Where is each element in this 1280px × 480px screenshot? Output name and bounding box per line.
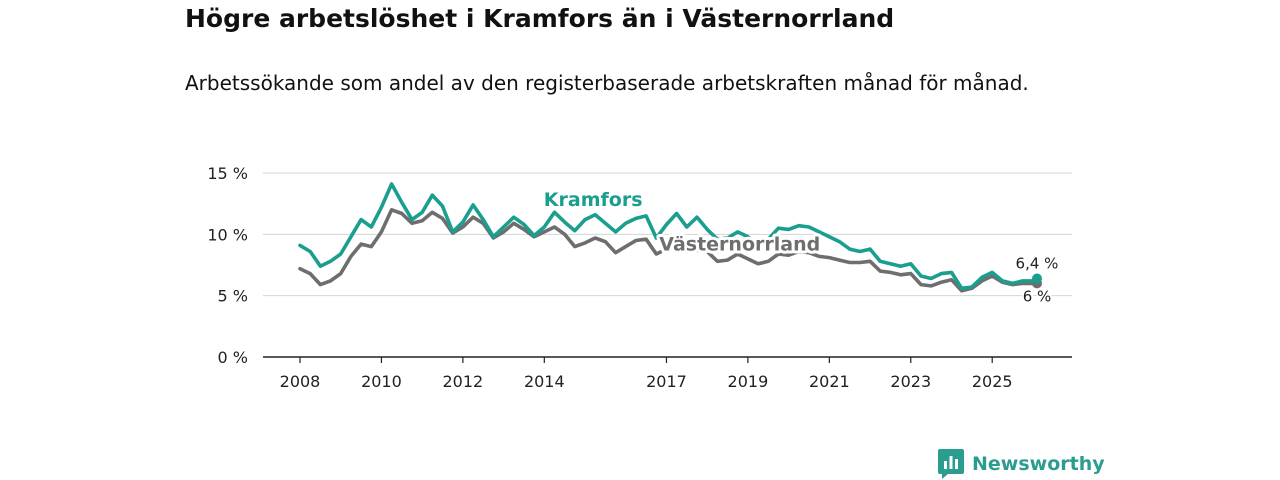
- y-tick-label: 10 %: [207, 225, 248, 244]
- end-value-label-kramfors: 6,4 %: [1016, 254, 1059, 272]
- y-tick-label: 15 %: [207, 164, 248, 183]
- chart-title: Högre arbetslöshet i Kramfors än i Väste…: [185, 4, 895, 33]
- x-tick-label: 2008: [280, 372, 321, 391]
- y-axis-ticks: 0 % 5 % 10 % 15 %: [207, 164, 248, 367]
- x-tick-label: 2012: [443, 372, 484, 391]
- series-label-kramfors: Kramfors: [544, 189, 643, 211]
- x-tick-label: 2023: [890, 372, 931, 391]
- x-tick-label: 2019: [728, 372, 769, 391]
- series-label-vsternorrland: Västernorrland: [659, 233, 820, 255]
- series-end-point-kramfors: [1032, 273, 1042, 284]
- newsworthy-logo-text: Newsworthy: [972, 453, 1105, 475]
- y-tick-label: 0 %: [218, 348, 248, 367]
- newsworthy-logo[interactable]: Newsworthy: [938, 448, 1105, 480]
- series-line-kramfors: [298, 182, 1039, 291]
- x-tick-label: 2025: [972, 372, 1013, 391]
- series-labels: Kramfors Västernorrland 6,4 % 6 %: [541, 186, 1061, 307]
- chart-subtitle: Arbetssökande som andel av den registerb…: [185, 71, 1029, 95]
- y-tick-label: 5 %: [218, 287, 248, 306]
- x-tick-label: 2021: [809, 372, 850, 391]
- series: [298, 182, 1042, 293]
- x-tick-label: 2010: [361, 372, 402, 391]
- newsworthy-logo-icon: [938, 449, 964, 479]
- x-axis-ticks: 2008 2010 2012 2014 2017 2019 2021 2023 2025: [263, 356, 1072, 391]
- x-tick-label: 2017: [646, 372, 687, 391]
- end-value-label-vsternorrland: 6 %: [1023, 287, 1052, 305]
- line-chart: 0 %5 %10 %15 % 2008 2010 2012 2014 2017 2019 2…: [207, 164, 1072, 391]
- grid: [263, 172, 1072, 297]
- x-tick-label: 2014: [524, 372, 565, 391]
- series-line-vsternorrland: [298, 208, 1039, 293]
